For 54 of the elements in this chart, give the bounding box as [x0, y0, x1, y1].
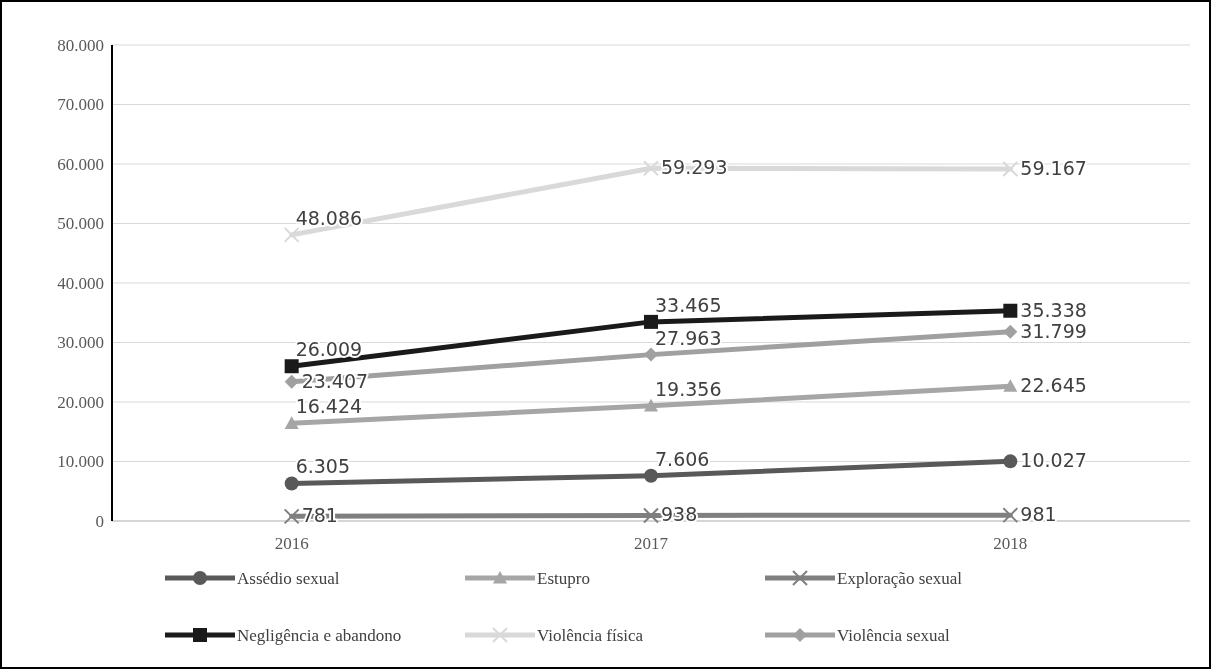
data-label: 23.407	[301, 369, 369, 392]
data-label: 781	[301, 504, 338, 527]
point	[1003, 454, 1018, 469]
data-label: 33.465	[655, 293, 722, 316]
point	[644, 468, 658, 483]
data-label: 59.293	[661, 156, 728, 179]
y-tick-label: 0	[95, 511, 104, 531]
y-tick-label: 30.000	[57, 333, 104, 353]
data-label: 27.963	[655, 326, 722, 349]
point	[1003, 379, 1018, 392]
point	[1003, 303, 1018, 318]
data-label: 6.305	[295, 455, 351, 478]
point	[644, 347, 658, 362]
x-tick-label: 2016	[274, 534, 309, 553]
data-label: 26.009	[295, 338, 363, 361]
point	[643, 507, 659, 524]
y-tick-label: 20.000	[57, 392, 104, 412]
legend-label: Violência sexual	[837, 625, 951, 645]
point	[284, 416, 299, 429]
data-label: 31.799	[1020, 319, 1087, 342]
point	[284, 374, 299, 389]
point	[644, 398, 658, 412]
data-label: 16.424	[295, 395, 363, 418]
data-label: 59.167	[1020, 156, 1087, 179]
point	[1003, 324, 1018, 339]
point	[284, 359, 299, 374]
data-label: 48.086	[295, 206, 363, 229]
x-tick-label: 2017	[634, 534, 669, 553]
data-label: 981	[1020, 503, 1057, 526]
point	[284, 476, 299, 491]
data-label: 22.645	[1020, 374, 1087, 397]
point	[1002, 507, 1019, 524]
point	[283, 226, 300, 243]
data-label: 10.027	[1020, 449, 1087, 472]
point	[283, 508, 300, 525]
data-label: 7.606	[655, 447, 710, 470]
y-tick-label: 40.000	[57, 273, 104, 293]
legend-label: Exploração sexual	[837, 568, 963, 588]
y-tick-label: 70.000	[57, 95, 104, 115]
y-tick-label: 50.000	[57, 214, 104, 234]
data-label: 938	[661, 503, 698, 526]
legend-label: Estupro	[537, 568, 590, 588]
data-label: 19.356	[655, 377, 722, 400]
point	[643, 160, 659, 177]
point	[1002, 160, 1019, 177]
point	[644, 314, 658, 329]
legend-label: Negligência e abandono	[237, 625, 402, 645]
legend-label: Violência física	[537, 625, 644, 645]
data-label: 35.338	[1020, 298, 1087, 321]
y-tick-label: 60.000	[57, 154, 104, 174]
y-tick-label: 10.000	[57, 452, 104, 472]
y-tick-label: 80.000	[57, 35, 104, 55]
legend-label: Assédio sexual	[237, 568, 340, 588]
x-tick-label: 2018	[993, 534, 1028, 553]
